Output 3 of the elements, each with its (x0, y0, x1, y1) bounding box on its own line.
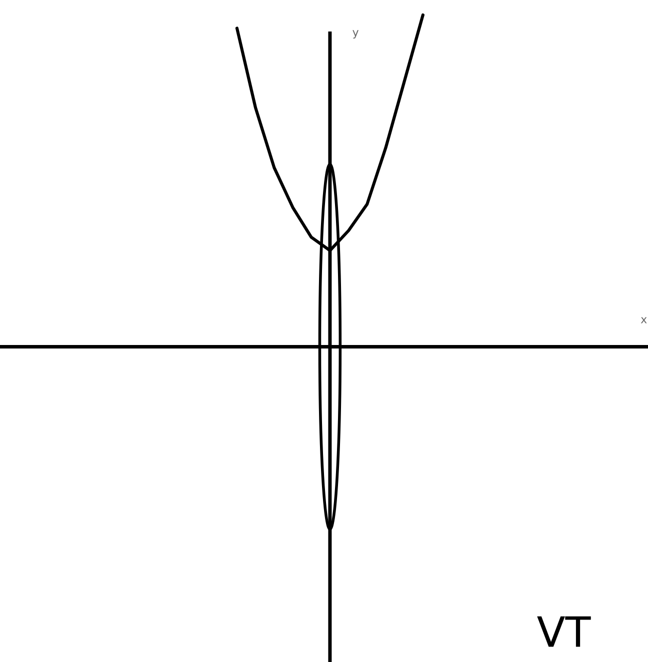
text: VT (537, 616, 591, 647)
x-axis-title: x (640, 317, 647, 324)
y-axis-title: y (352, 30, 359, 39)
